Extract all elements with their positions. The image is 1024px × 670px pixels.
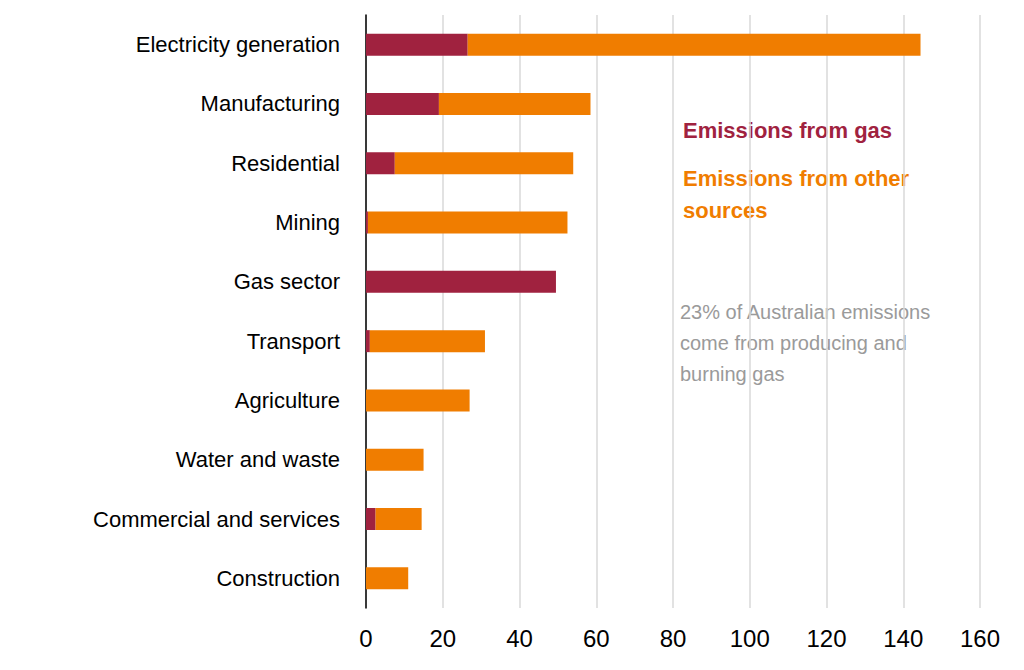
svg-text:Mining: Mining <box>275 210 340 235</box>
svg-text:burning gas: burning gas <box>680 363 785 385</box>
svg-text:Residential: Residential <box>231 151 340 176</box>
svg-text:Emissions from gas: Emissions from gas <box>683 118 892 143</box>
svg-text:60: 60 <box>583 625 610 652</box>
svg-text:Manufacturing: Manufacturing <box>201 91 340 116</box>
svg-text:20: 20 <box>429 625 456 652</box>
svg-text:120: 120 <box>806 625 846 652</box>
svg-text:Construction: Construction <box>216 566 340 591</box>
svg-text:Gas sector: Gas sector <box>234 269 340 294</box>
svg-text:Agriculture: Agriculture <box>235 388 340 413</box>
svg-text:0: 0 <box>359 625 372 652</box>
svg-text:160: 160 <box>960 625 1000 652</box>
svg-text:Electricity generation: Electricity generation <box>136 32 340 57</box>
svg-text:100: 100 <box>730 625 770 652</box>
svg-text:Commercial and services: Commercial and services <box>93 507 340 532</box>
svg-text:23% of Australian emissions: 23% of Australian emissions <box>680 301 936 323</box>
svg-text:140: 140 <box>883 625 923 652</box>
svg-text:80: 80 <box>660 625 687 652</box>
svg-text:sources: sources <box>683 198 767 223</box>
svg-text:Water and waste: Water and waste <box>176 447 340 472</box>
svg-text:Transport: Transport <box>247 329 340 354</box>
svg-text:Emissions from other: Emissions from other <box>683 166 915 191</box>
svg-text:come from producing and: come from producing and <box>680 332 912 354</box>
svg-text:40: 40 <box>506 625 533 652</box>
